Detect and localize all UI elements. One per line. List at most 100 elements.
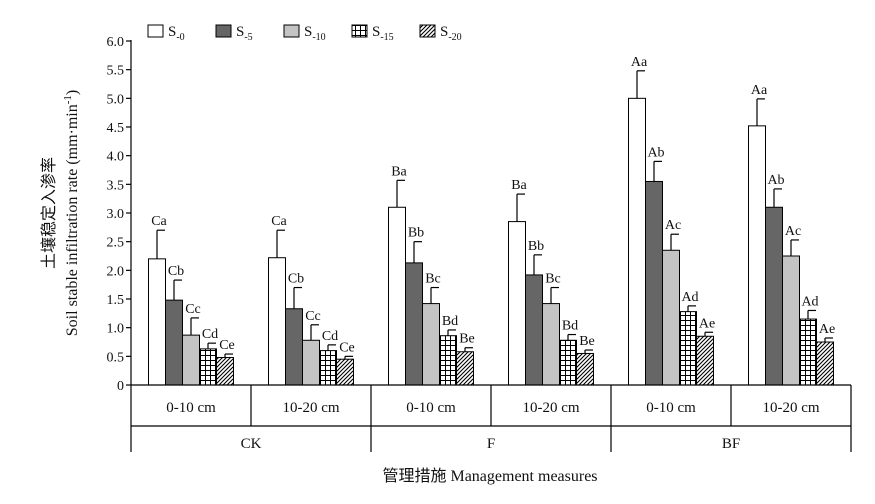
significance-label: Cc	[185, 302, 201, 317]
bar	[336, 358, 354, 386]
bar	[782, 255, 800, 386]
bar	[405, 262, 423, 386]
significance-label: Ae	[699, 316, 715, 331]
significance-label: Ca	[151, 214, 167, 229]
significance-label: Ab	[647, 145, 664, 160]
y-tick-label: 4.5	[107, 121, 125, 136]
y-tick-label: 3.5	[107, 178, 125, 193]
x-tick-label: 0-10 cm	[406, 400, 456, 416]
bar	[165, 299, 183, 386]
significance-label: Ac	[665, 218, 681, 233]
bar	[508, 221, 526, 386]
group-label: BF	[722, 436, 740, 452]
y-tick-label: 1.0	[107, 322, 125, 337]
legend-label: S-20	[440, 24, 462, 43]
bar	[559, 339, 577, 386]
bar	[628, 97, 646, 386]
y-tick-label: 0.5	[107, 350, 125, 365]
significance-label: Be	[459, 332, 475, 347]
significance-label: Ba	[391, 164, 407, 179]
legend-swatch	[147, 24, 164, 38]
significance-label: Ab	[767, 173, 784, 188]
legend-swatch	[419, 24, 436, 38]
bar	[456, 351, 474, 386]
significance-label: Cd	[322, 329, 338, 344]
significance-label: Bc	[425, 272, 441, 287]
bar	[285, 308, 303, 386]
y-tick-label: 4.0	[107, 150, 125, 165]
bar	[439, 335, 457, 386]
x-tick-label: 10-20 cm	[282, 400, 339, 416]
x-axis-title: 管理措施 Management measures	[382, 467, 597, 485]
y-tick-label: 2.5	[107, 236, 125, 251]
legend-swatch	[351, 24, 368, 38]
legend-label: S-5	[236, 24, 253, 43]
bar	[148, 258, 166, 386]
significance-label: Ce	[219, 338, 235, 353]
significance-label: Cd	[202, 327, 218, 342]
y-tick-label: 6.0	[107, 35, 125, 50]
significance-label: Bb	[528, 239, 544, 254]
bar	[662, 249, 680, 386]
bar	[302, 339, 320, 386]
y-tick-label: 5.0	[107, 92, 125, 107]
y-tick-label: 1.5	[107, 293, 125, 308]
bar	[645, 180, 663, 386]
bar	[182, 334, 200, 386]
significance-label: Ca	[271, 214, 287, 229]
x-tick-label: 0-10 cm	[646, 400, 696, 416]
significance-label: Ad	[801, 294, 818, 309]
group-label: CK	[241, 436, 262, 452]
y-tick-label: 2.0	[107, 264, 125, 279]
legend-label: S-10	[304, 24, 326, 43]
y-tick-label: 3.0	[107, 207, 125, 222]
y-axis-title-cn: 土壤稳定入渗率	[39, 157, 58, 269]
significance-label: Be	[579, 334, 595, 349]
significance-label: Ac	[785, 224, 801, 239]
bar	[199, 348, 217, 386]
y-axis-title-en: Soil stable infiltration rate (mm·min-1)	[62, 90, 81, 336]
axis-labels: 管理措施 Management measures 土壤稳定入渗率 Soil stab…	[39, 90, 598, 485]
bar	[542, 303, 560, 386]
significance-label: Cb	[288, 272, 304, 287]
bar	[679, 311, 697, 386]
legend: S-0 S-5 S-10 S-15 S-20	[147, 24, 462, 43]
x-tick-label: 10-20 cm	[762, 400, 819, 416]
significance-label: Bd	[562, 319, 578, 334]
bar	[422, 303, 440, 386]
significance-label: Aa	[751, 83, 768, 98]
bar	[799, 318, 817, 386]
significance-label: Cb	[168, 264, 184, 279]
bar	[216, 356, 234, 386]
significance-label: Ae	[819, 322, 835, 337]
bar	[525, 274, 543, 386]
bar	[765, 206, 783, 386]
plot-area: CaCbCcCdCeCaCbCcCdCeBaBbBcBdBeBaBbBcBdBe…	[148, 55, 835, 386]
legend-label: S-15	[372, 24, 394, 43]
significance-label: Ce	[339, 340, 355, 355]
significance-label: Bb	[408, 226, 424, 241]
significance-label: Aa	[631, 55, 648, 70]
significance-label: Bc	[545, 272, 561, 287]
bar	[816, 341, 834, 386]
bar	[388, 206, 406, 386]
y-tick-label: 5.5	[107, 64, 125, 79]
significance-label: Bd	[442, 314, 458, 329]
y-tick-label: 0	[117, 379, 124, 394]
significance-label: Ad	[681, 290, 698, 305]
legend-swatch	[215, 24, 232, 38]
significance-label: Cc	[305, 309, 321, 324]
legend-label: S-0	[168, 24, 185, 43]
bar	[268, 257, 286, 386]
bar	[576, 352, 594, 386]
significance-label: Ba	[511, 178, 527, 193]
axes: 0 0.5 1.0 1.5 2.0 2.5 3.0 3.5 4.0 4.5 5.0 5.5 6.0 0-1…	[107, 35, 852, 452]
bar	[319, 350, 337, 386]
bar	[748, 125, 766, 386]
bar	[696, 335, 714, 386]
x-tick-label: 0-10 cm	[166, 400, 216, 416]
x-tick-label: 10-20 cm	[522, 400, 579, 416]
legend-swatch	[283, 24, 300, 38]
group-label: F	[487, 436, 495, 452]
